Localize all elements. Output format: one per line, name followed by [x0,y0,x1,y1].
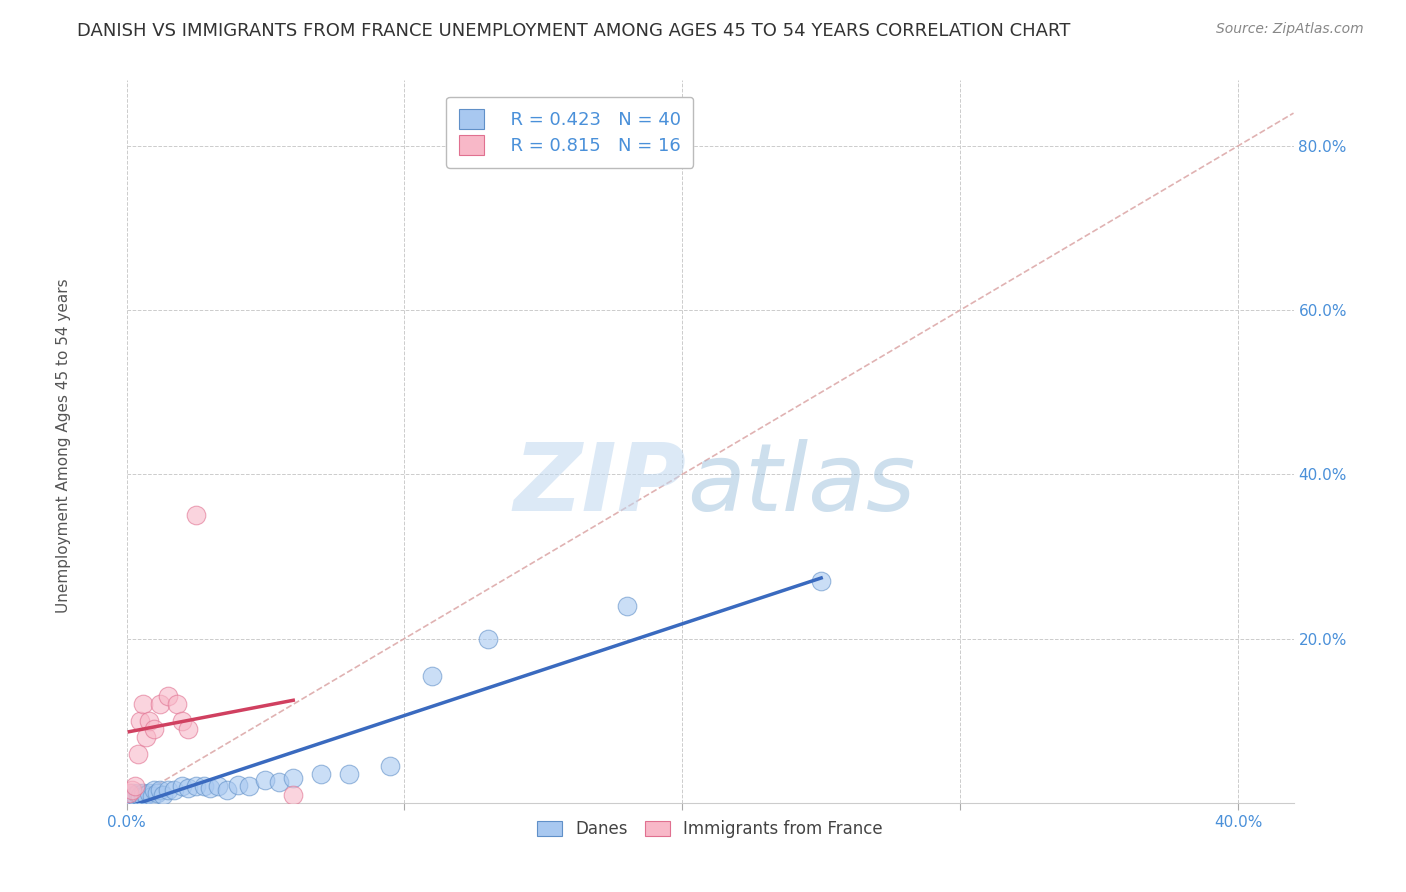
Point [226,778,249,792]
Point [198,780,221,795]
Point [337,767,360,781]
Point [118,789,141,804]
Point [124,780,146,794]
Point [166,698,188,712]
Point [309,767,332,781]
Point [138,786,160,800]
Point [127,747,149,761]
Point [138,714,160,728]
Point [380,759,402,773]
Point [143,783,166,797]
Point [124,788,146,802]
Point [184,508,207,523]
Point [118,786,141,800]
Text: atlas: atlas [686,440,915,531]
Point [129,789,152,804]
Point [127,788,149,802]
Point [283,771,305,785]
Point [132,786,155,800]
Point [207,780,229,794]
Point [215,783,238,797]
Point [477,632,499,646]
Point [149,698,172,712]
Point [132,789,155,804]
Point [146,786,169,800]
Point [283,788,305,802]
Point [172,780,194,794]
Point [176,780,198,795]
Point [121,786,143,800]
Point [172,714,194,728]
Text: DANISH VS IMMIGRANTS FROM FRANCE UNEMPLOYMENT AMONG AGES 45 TO 54 YEARS CORRELAT: DANISH VS IMMIGRANTS FROM FRANCE UNEMPLO… [77,22,1071,40]
Point [420,668,443,682]
Point [127,786,149,800]
Point [254,772,277,787]
Text: Source: ZipAtlas.com: Source: ZipAtlas.com [1216,22,1364,37]
Point [616,599,638,613]
Point [121,783,143,797]
Point [132,698,155,712]
Point [149,783,172,797]
Point [193,780,215,794]
Point [118,788,141,802]
Text: Unemployment Among Ages 45 to 54 years: Unemployment Among Ages 45 to 54 years [56,278,70,614]
Legend: Danes, Immigrants from France: Danes, Immigrants from France [530,814,890,845]
Point [184,780,207,794]
Point [810,574,832,588]
Point [269,775,291,789]
Point [157,783,180,797]
Point [152,788,174,802]
Point [163,783,186,797]
Point [143,722,166,736]
Point [124,789,146,804]
Point [135,788,157,802]
Point [176,722,198,736]
Point [129,788,152,802]
Point [141,789,163,804]
Text: ZIP: ZIP [513,439,686,531]
Point [129,714,152,728]
Point [121,791,143,805]
Point [238,780,260,794]
Point [135,730,157,744]
Point [157,689,180,703]
